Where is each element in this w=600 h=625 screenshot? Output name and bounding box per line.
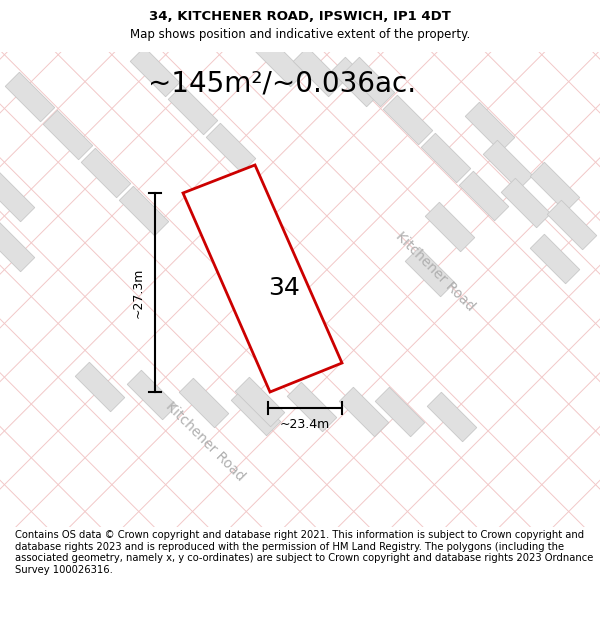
Polygon shape bbox=[375, 388, 425, 437]
Text: Contains OS data © Crown copyright and database right 2021. This information is : Contains OS data © Crown copyright and d… bbox=[15, 530, 593, 575]
Polygon shape bbox=[465, 102, 515, 152]
Polygon shape bbox=[427, 392, 477, 442]
Text: ~23.4m: ~23.4m bbox=[280, 418, 330, 431]
Polygon shape bbox=[0, 222, 35, 272]
Polygon shape bbox=[345, 58, 395, 107]
Text: ~145m²/~0.036ac.: ~145m²/~0.036ac. bbox=[148, 70, 416, 98]
Polygon shape bbox=[425, 202, 475, 252]
Text: ~27.3m: ~27.3m bbox=[132, 268, 145, 318]
Polygon shape bbox=[75, 362, 125, 412]
Polygon shape bbox=[405, 248, 455, 297]
Polygon shape bbox=[119, 186, 169, 236]
Polygon shape bbox=[293, 48, 343, 97]
Polygon shape bbox=[483, 140, 533, 190]
Polygon shape bbox=[331, 58, 381, 107]
Polygon shape bbox=[183, 165, 342, 392]
Text: Kitchener Road: Kitchener Road bbox=[163, 400, 247, 484]
Polygon shape bbox=[43, 110, 93, 160]
Polygon shape bbox=[127, 370, 177, 420]
Polygon shape bbox=[179, 378, 229, 428]
Polygon shape bbox=[81, 148, 131, 198]
Polygon shape bbox=[255, 38, 305, 87]
Polygon shape bbox=[383, 95, 433, 145]
Polygon shape bbox=[547, 200, 597, 250]
Polygon shape bbox=[339, 388, 389, 437]
Text: 34, KITCHENER ROAD, IPSWICH, IP1 4DT: 34, KITCHENER ROAD, IPSWICH, IP1 4DT bbox=[149, 11, 451, 23]
Polygon shape bbox=[130, 48, 180, 97]
Text: 34: 34 bbox=[269, 276, 301, 300]
Text: Kitchener Road: Kitchener Road bbox=[393, 230, 477, 314]
Polygon shape bbox=[501, 178, 551, 227]
Polygon shape bbox=[421, 133, 471, 182]
Polygon shape bbox=[231, 386, 281, 436]
Polygon shape bbox=[206, 123, 256, 172]
Polygon shape bbox=[235, 378, 285, 427]
Polygon shape bbox=[5, 72, 55, 122]
Text: Map shows position and indicative extent of the property.: Map shows position and indicative extent… bbox=[130, 28, 470, 41]
Polygon shape bbox=[459, 171, 509, 221]
Polygon shape bbox=[287, 382, 337, 432]
Polygon shape bbox=[530, 234, 580, 284]
Polygon shape bbox=[0, 173, 35, 222]
Polygon shape bbox=[168, 85, 218, 135]
Polygon shape bbox=[530, 162, 580, 212]
